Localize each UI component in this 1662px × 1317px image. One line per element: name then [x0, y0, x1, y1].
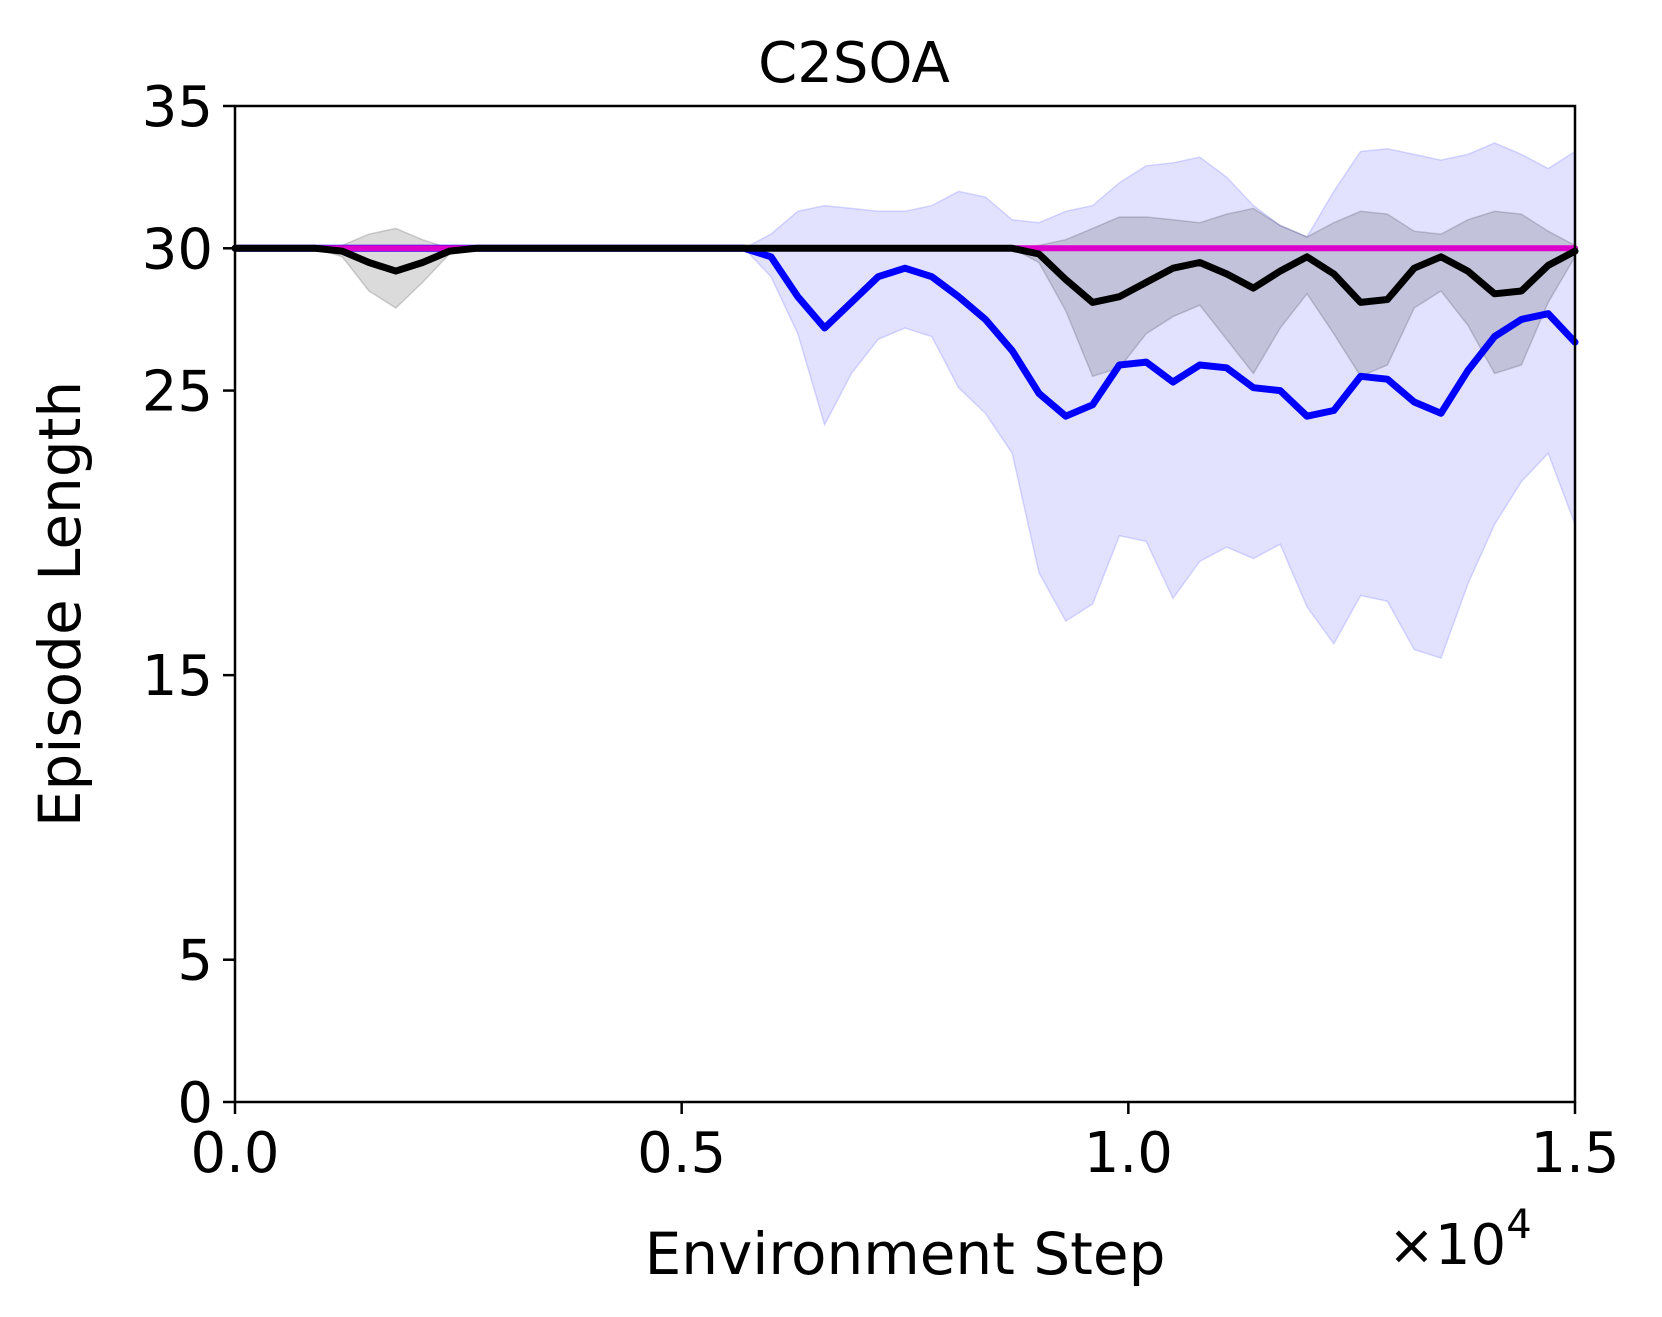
x-tick-label: 0.0 — [190, 1121, 279, 1186]
y-tick-label: 30 — [142, 217, 213, 282]
y-axis-label: Episode Length — [26, 381, 94, 827]
y-tick-label: 0 — [177, 1071, 213, 1136]
series-lines — [231, 244, 1579, 420]
black-series-line — [231, 244, 1579, 306]
y-axis-ticks: 0 5 15 25 30 35 — [142, 75, 235, 1136]
x-axis-ticks: 0.0 0.5 1.0 1.5 — [190, 1102, 1620, 1186]
x-tick-label: 0.5 — [637, 1121, 726, 1186]
x-tick-label: 1.0 — [1084, 1121, 1173, 1186]
x-offset-base: ×10 — [1388, 1213, 1506, 1278]
x-tick-label: 1.5 — [1530, 1121, 1619, 1186]
y-tick-label: 35 — [142, 75, 213, 140]
x-axis-label: Environment Step — [645, 1220, 1166, 1288]
y-tick-label: 25 — [142, 360, 213, 425]
chart-title: C2SOA — [758, 31, 950, 96]
confidence-bands — [235, 142, 1576, 660]
x-offset-exponent: 4 — [1506, 1202, 1531, 1248]
y-tick-label: 5 — [177, 929, 213, 994]
x-axis-offset-label: ×104 — [1388, 1202, 1532, 1278]
y-tick-label: 15 — [142, 644, 213, 709]
plot-frame — [233, 104, 1577, 1104]
